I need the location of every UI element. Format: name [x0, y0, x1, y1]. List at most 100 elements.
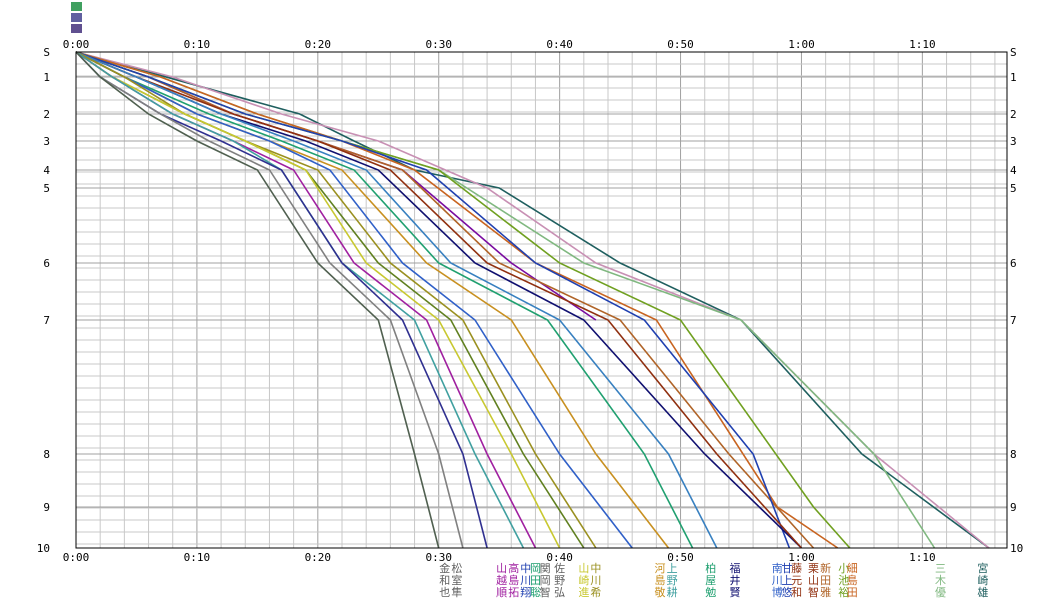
series-line-1 — [75, 51, 990, 549]
x-tick-label-top: 0:30 — [425, 38, 452, 51]
x-tick-label-top: 0:40 — [546, 38, 573, 51]
runner-name-char: 木 — [935, 574, 946, 587]
y-tick-label-left: S — [43, 46, 50, 59]
runner-name-char: 岡 — [530, 562, 541, 575]
runner-name-char: 賢 — [729, 586, 740, 599]
x-tick-label-bottom: 0:40 — [546, 551, 573, 564]
runner-name-char: 上 — [667, 562, 678, 575]
x-tick-label-top: 0:10 — [184, 38, 211, 51]
runner-name-char: 室 — [451, 573, 462, 587]
runner-name-char: 屋 — [705, 574, 716, 587]
series-line-3 — [75, 51, 936, 549]
runner-name-char: 隼 — [451, 585, 462, 599]
runner-name-char: 池 — [838, 574, 849, 587]
y-tick-label-right: 8 — [1010, 448, 1017, 461]
runner-name-char: 河 — [654, 562, 665, 575]
y-tick-label-right: 7 — [1010, 314, 1017, 327]
runner-name-char: 田 — [820, 574, 831, 587]
series-line-12 — [75, 51, 694, 549]
runner-name-char: 野 — [667, 574, 678, 587]
runner-name-char: 智 — [808, 585, 819, 599]
x-tick-label-bottom: 0:00 — [63, 551, 90, 564]
runner-name-char: 田 — [847, 586, 858, 599]
y-tick-label-left: 7 — [43, 314, 50, 327]
x-tick-label-bottom: 1:10 — [909, 551, 936, 564]
toolbar-icons[interactable] — [71, 2, 82, 33]
y-tick-label-left: 5 — [43, 182, 50, 195]
y-tick-label-left: 1 — [43, 71, 50, 84]
runner-name-char: 小 — [838, 562, 849, 575]
y-tick-label-left: 3 — [43, 135, 50, 148]
runner-name-char: 山 — [808, 574, 819, 587]
runner-name-char: 順 — [496, 586, 507, 599]
plot-frame — [75, 51, 1008, 549]
series-line-19 — [75, 51, 525, 549]
runner-name-char: 川 — [772, 574, 783, 587]
icon-1[interactable] — [71, 2, 82, 11]
runner-name-char: 福 — [729, 561, 740, 575]
y-tick-label-left: 4 — [43, 164, 50, 177]
y-tick-label-left: 10 — [37, 542, 50, 555]
runner-name-char: 也 — [439, 586, 450, 599]
series-lines — [75, 51, 990, 549]
runner-name-char: 弘 — [554, 586, 565, 599]
runner-name-char: 元 — [791, 574, 802, 587]
y-tick-label-right: 3 — [1010, 135, 1017, 148]
runner-name-char: 三 — [935, 562, 946, 575]
x-tick-label-bottom: 1:00 — [788, 551, 815, 564]
runner-name-char: 野 — [554, 574, 565, 587]
series-line-6 — [75, 51, 815, 549]
x-tick-label-top: 0:50 — [667, 38, 694, 51]
runner-name-char: 栗 — [808, 562, 819, 575]
y-tick-label-left: 8 — [43, 448, 50, 461]
series-line-21 — [75, 51, 464, 549]
x-tick-label-bottom: 0:30 — [425, 551, 452, 564]
runner-name-char: 中 — [520, 562, 531, 575]
grid — [75, 51, 1007, 549]
y-tick-label-left: 6 — [43, 257, 50, 270]
icon-2[interactable] — [71, 13, 82, 22]
runner-name-char: 川 — [590, 574, 601, 587]
runner-name-char: 耕 — [667, 585, 678, 599]
y-tick-label-right: S — [1010, 46, 1017, 59]
runner-name-char: 雄 — [977, 585, 988, 599]
right-axis: S 1 2 3 4 5 6 7 8 9 10 — [1010, 46, 1023, 555]
runner-name-char: 柏 — [705, 561, 716, 575]
runner-name-char: 敬 — [654, 586, 665, 599]
runner-name-char: 田 — [530, 574, 541, 587]
icon-3[interactable] — [71, 24, 82, 33]
runner-name-char: 和 — [791, 586, 802, 599]
runner-name-char: 金 — [439, 561, 450, 575]
runner-name-char: 雅 — [820, 585, 831, 599]
runner-name-char: 宮 — [977, 561, 988, 575]
runner-name-char: 山 — [496, 562, 507, 575]
y-tick-label-left: 9 — [43, 501, 50, 514]
y-tick-label-right: 5 — [1010, 182, 1017, 195]
runner-name-char: 井 — [729, 573, 740, 587]
y-tick-label-right: 10 — [1010, 542, 1023, 555]
runner-name-char: 川 — [520, 574, 531, 587]
series-line-8 — [75, 51, 791, 549]
x-tick-label-bottom: 0:10 — [184, 551, 211, 564]
runner-name-char: 聡 — [530, 585, 541, 599]
runner-name-char: 裕 — [838, 586, 849, 599]
y-tick-label-left: 2 — [43, 108, 50, 121]
runner-name-char: 悠 — [781, 585, 792, 599]
runner-name-char: 進 — [578, 586, 589, 599]
y-tick-label-right: 1 — [1010, 71, 1017, 84]
x-tick-label-top: 1:10 — [909, 38, 936, 51]
runner-name-char: 南 — [772, 562, 783, 575]
runner-name-char: 中 — [590, 562, 601, 575]
runner-names: 金和也松室隼山越順高島拓中川翔岡田聡関岡智佐野弘山崎進中川希河島敬上野耕柏屋勉福… — [439, 561, 988, 599]
runner-name-char: 関 — [540, 562, 551, 575]
runner-name-char: 島 — [508, 573, 519, 587]
runner-name-char: 希 — [590, 585, 601, 599]
runner-name-char: 佐 — [554, 561, 565, 575]
series-line-11 — [75, 51, 718, 549]
runner-name-char: 島 — [847, 573, 858, 587]
bottom-axis: 0:00 0:10 0:20 0:30 0:40 0:50 1:00 1:10 — [63, 551, 936, 564]
runner-name-char: 博 — [772, 586, 783, 599]
runner-name-char: 優 — [935, 586, 946, 599]
y-tick-label-right: 6 — [1010, 257, 1017, 270]
